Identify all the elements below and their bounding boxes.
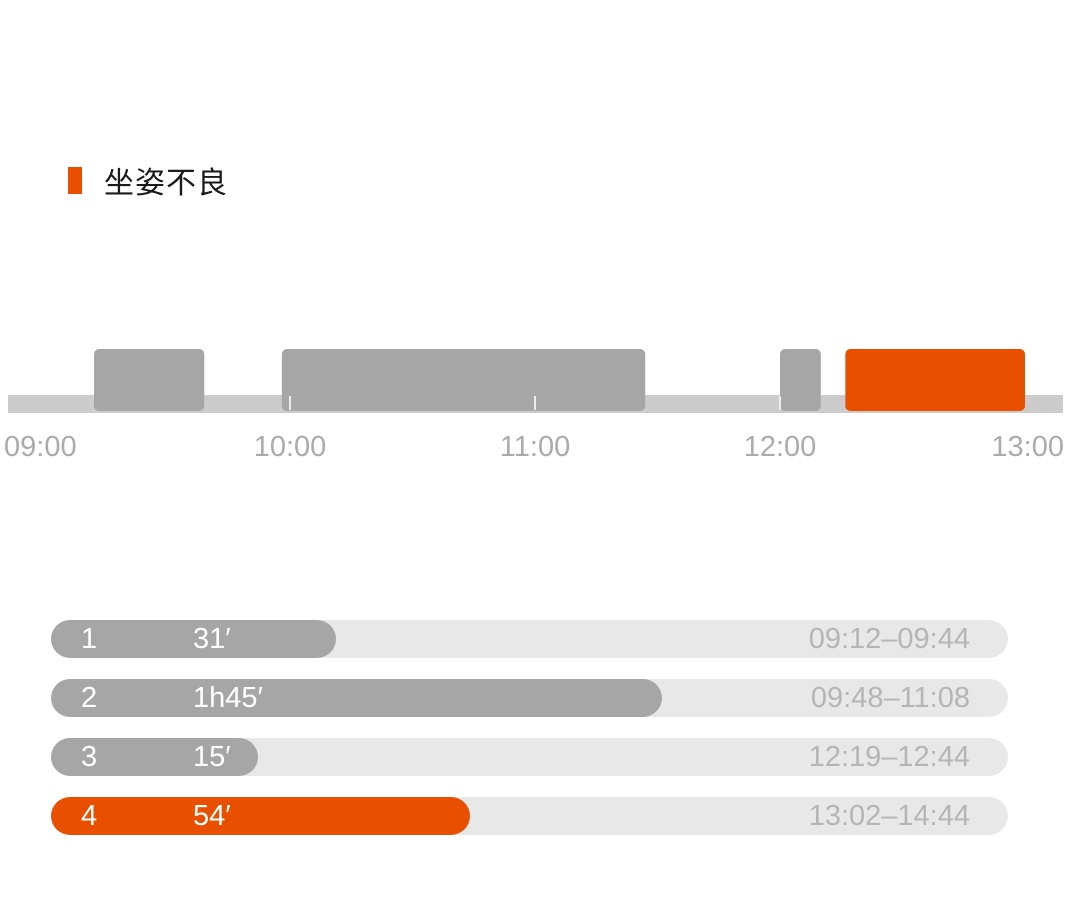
tick-label-1100: 11:00: [500, 431, 570, 463]
session-row-4[interactable]: 4 54′ 13:02–14:44: [51, 797, 1008, 835]
session-bar: [51, 620, 337, 658]
session-duration: 31′: [193, 623, 231, 655]
tick-label-1300: 13:00: [991, 431, 1064, 463]
session-list: 1 31′ 09:12–09:44 2 1h45′ 09:48–11:08 3 …: [51, 620, 1008, 856]
session-time-range: 13:02–14:44: [808, 800, 970, 832]
session-duration: 54′: [193, 800, 231, 832]
session-index: 2: [81, 682, 98, 714]
session-bar: [51, 797, 471, 835]
session-bar: [51, 738, 258, 776]
session-time-range: 12:19–12:44: [808, 741, 970, 773]
legend: 坐姿不良: [68, 160, 228, 201]
legend-label: 坐姿不良: [104, 166, 228, 201]
session-row-3[interactable]: 3 15′ 12:19–12:44: [51, 738, 1008, 776]
timeline-segment-2: [281, 349, 646, 411]
session-duration: 15′: [193, 741, 231, 773]
session-row-1[interactable]: 1 31′ 09:12–09:44: [51, 620, 1008, 658]
session-index: 1: [81, 623, 98, 655]
session-time-range: 09:12–09:44: [808, 623, 970, 655]
session-time-range: 09:48–11:08: [810, 682, 970, 714]
timeline-segment-3: [780, 349, 821, 411]
tick-label-1000: 10:00: [254, 431, 327, 463]
session-row-2[interactable]: 2 1h45′ 09:48–11:08: [51, 679, 1008, 717]
tick-label-0900: 09:00: [4, 431, 77, 463]
legend-swatch: [68, 166, 82, 194]
tick-label-1200: 12:00: [744, 431, 817, 463]
session-bar: [51, 679, 662, 717]
timeline-segment-4: [845, 349, 1025, 411]
timeline-chart: 09:00 10:00 11:00 12:00 13:00: [4, 349, 1064, 463]
session-index: 4: [81, 800, 98, 832]
session-index: 3: [81, 741, 98, 773]
timeline-segment-1: [94, 349, 205, 411]
session-duration: 1h45′: [193, 682, 263, 714]
